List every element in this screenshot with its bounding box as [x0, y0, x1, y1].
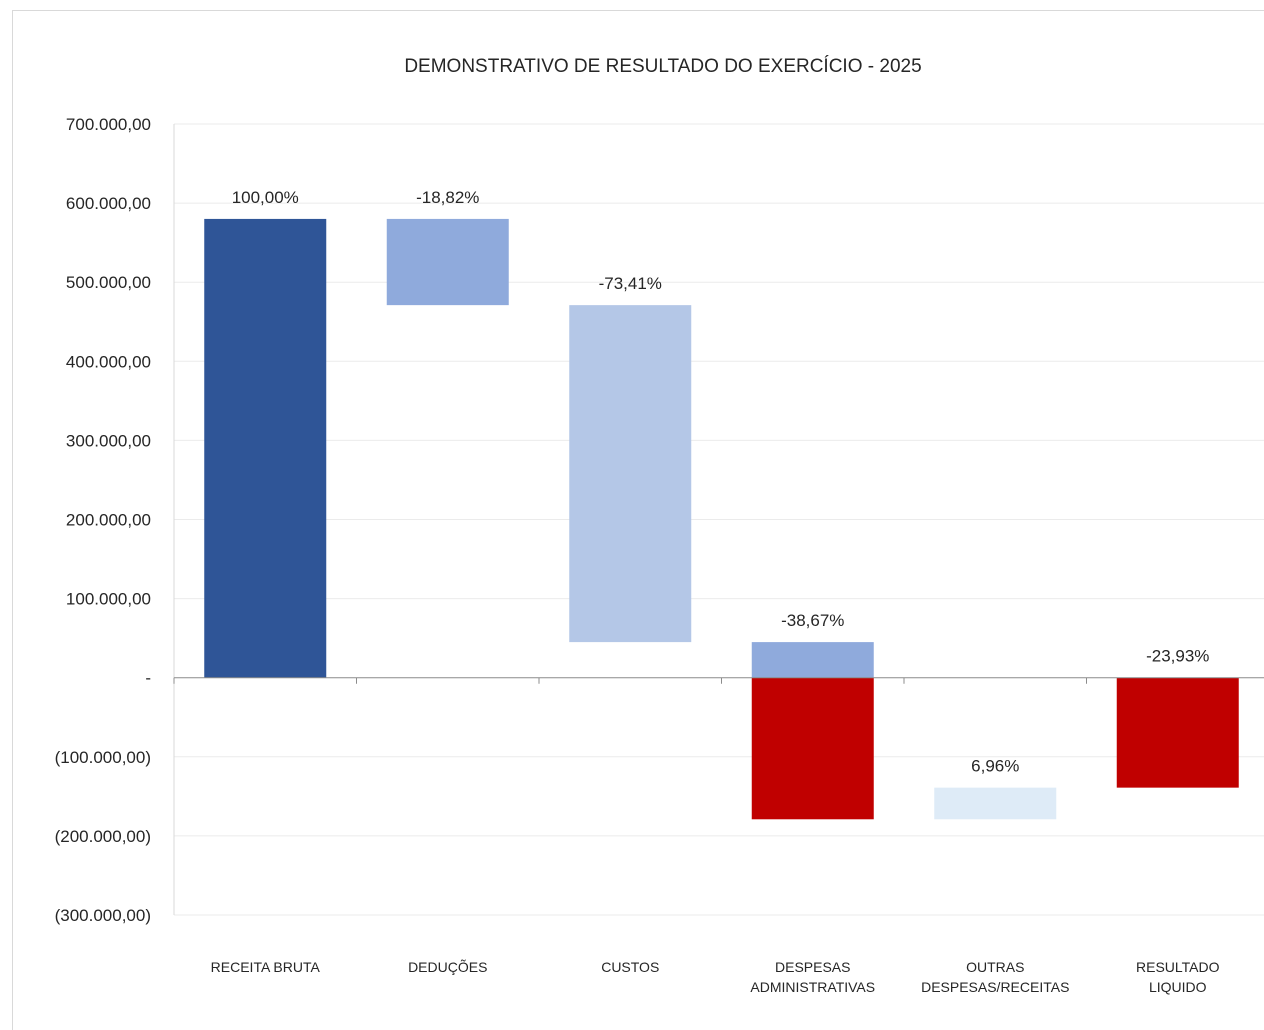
waterfall-bar — [751, 677, 874, 820]
waterfall-bar — [386, 218, 509, 306]
x-category-label: DESPESAS/RECEITAS — [921, 979, 1069, 995]
y-tick-label: 500.000,00 — [66, 273, 151, 292]
x-category-label: OUTRAS — [966, 959, 1024, 975]
waterfall-bar — [204, 218, 327, 678]
waterfall-bar — [1116, 677, 1239, 788]
x-category-label: LIQUIDO — [1149, 979, 1207, 995]
data-label: -18,82% — [416, 188, 479, 207]
gridlines — [174, 123, 1264, 916]
y-tick-label: 300.000,00 — [66, 431, 151, 450]
y-tick-label: 700.000,00 — [66, 115, 151, 134]
chart-title: DEMONSTRATIVO DE RESULTADO DO EXERCÍCIO … — [404, 56, 921, 77]
y-tick-label: (100.000,00) — [55, 748, 151, 767]
waterfall-bar — [569, 305, 692, 643]
y-tick-label: 100.000,00 — [66, 590, 151, 609]
data-label: 100,00% — [232, 188, 299, 207]
y-tick-label: (200.000,00) — [55, 827, 151, 846]
waterfall-bar — [751, 642, 874, 678]
data-label: -23,93% — [1146, 647, 1209, 666]
y-tick-label: 400.000,00 — [66, 352, 151, 371]
y-tick-label: 600.000,00 — [66, 194, 151, 213]
data-label: -38,67% — [781, 611, 844, 630]
x-category-label: RECEITA BRUTA — [211, 959, 321, 975]
waterfall-bar — [934, 787, 1057, 820]
x-category-label: DESPESAS — [775, 959, 850, 975]
y-tick-label: - — [145, 669, 151, 688]
x-category-label: RESULTADO — [1136, 959, 1220, 975]
y-tick-label: (300.000,00) — [55, 906, 151, 925]
x-category-label: CUSTOS — [601, 959, 659, 975]
axes: 700.000,00 600.000,00 500.000,00 400.000,00… — [55, 115, 1264, 925]
x-category-label: ADMINISTRATIVAS — [750, 979, 875, 995]
data-label: -73,41% — [599, 274, 662, 293]
data-label: 6,96% — [971, 757, 1019, 776]
y-tick-label: 200.000,00 — [66, 511, 151, 530]
bars — [204, 218, 1239, 820]
x-category-label: DEDUÇÕES — [408, 959, 487, 975]
data-labels: 100,00% RECEITA BRUTA -18,82% DEDUÇÕES -73,4… — [211, 188, 1220, 995]
